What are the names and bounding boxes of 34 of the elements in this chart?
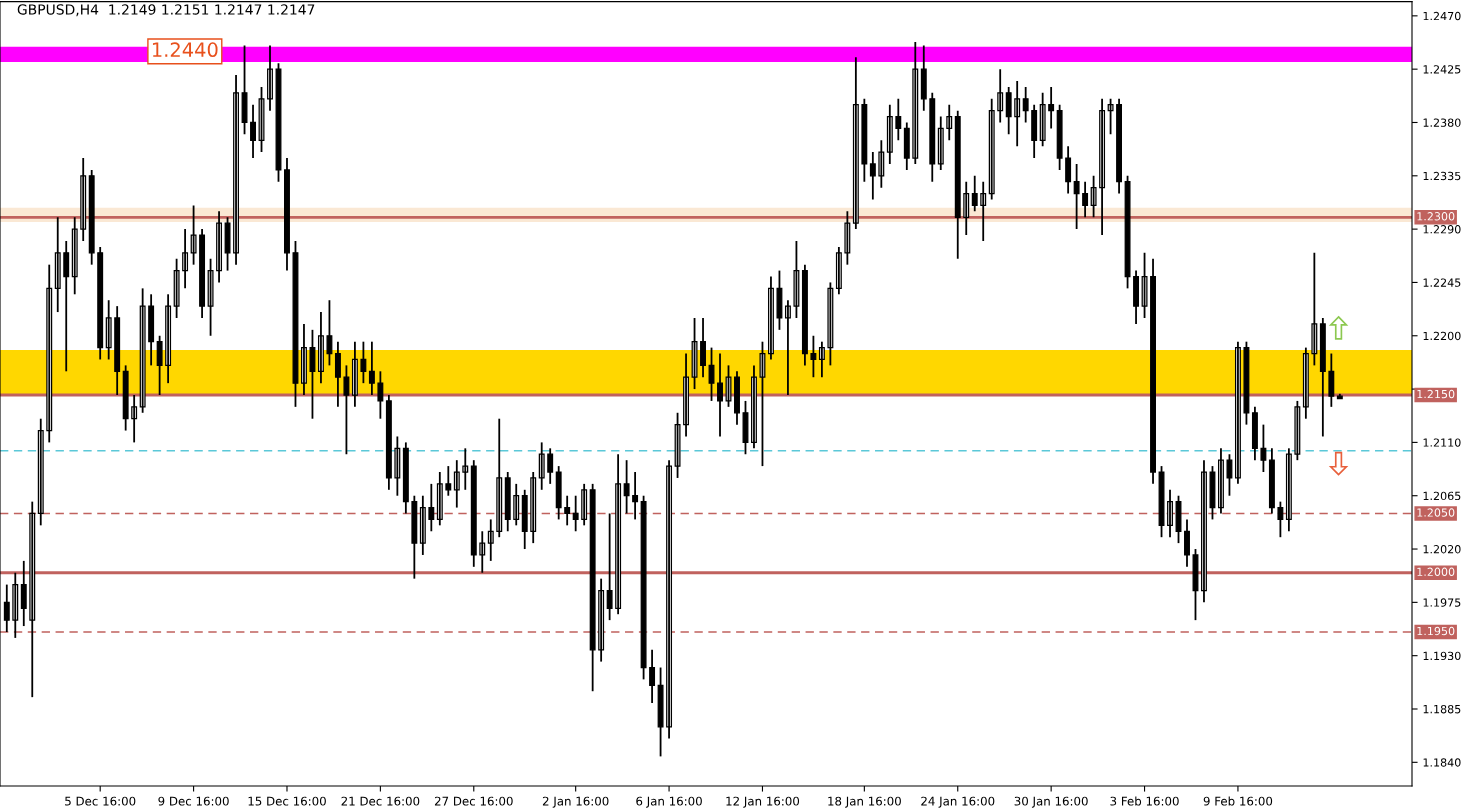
y-tick-label: 1.2335 [1423, 171, 1461, 181]
x-tick-label: 6 Jan 16:00 [636, 796, 702, 808]
x-tick-label: 30 Jan 16:00 [1014, 796, 1088, 808]
ref-line-label: 1.2000 [1417, 567, 1455, 576]
x-tick-label: 24 Jan 16:00 [921, 796, 995, 808]
y-tick-label: 1.1885 [1423, 704, 1461, 714]
x-tick-label: 3 Feb 16:00 [1110, 796, 1179, 806]
x-tick-label: 5 Dec 16:00 [65, 796, 136, 806]
x-tick-label: 27 Dec 16:00 [434, 796, 513, 806]
x-tick-label: 9 Dec 16:00 [158, 796, 229, 806]
y-tick-label: 1.2110 [1423, 438, 1461, 447]
x-tick-label: 2 Jan 16:00 [542, 796, 609, 808]
y-tick-label: 1.1840 [1423, 758, 1461, 767]
y-tick-label: 1.1930 [1423, 651, 1461, 661]
y-tick-label: 1.2470 [1423, 11, 1461, 21]
x-tick-label: 18 Jan 16:00 [828, 796, 901, 808]
x-tick-label: 15 Dec 16:00 [248, 796, 326, 806]
y-tick-label: 1.2290 [1423, 225, 1461, 234]
ref-line-label: 1.2150 [1417, 389, 1455, 399]
y-tick-label: 1.2020 [1423, 545, 1461, 554]
y-tick-label: 1.2200 [1423, 331, 1461, 341]
y-tick-label: 1.2425 [1423, 65, 1461, 74]
annotation: 1.2440 [152, 42, 218, 58]
ref-line-label: 1.2300 [1417, 212, 1455, 221]
x-tick-label: 9 Feb 16:00 [1203, 796, 1273, 806]
y-tick-label: 1.2065 [1423, 491, 1461, 501]
x-tick-label: 12 Jan 16:00 [726, 796, 800, 808]
chart-title: GBPUSD,H4 1.2149 1.2151 1.2147 1.2147 [17, 4, 315, 17]
y-tick-label: 1.1975 [1423, 598, 1461, 607]
ref-line-label: 1.2050 [1417, 508, 1455, 517]
ref-line-label: 1.1950 [1417, 626, 1455, 636]
y-tick-label: 1.2380 [1423, 118, 1461, 127]
x-tick-label: 21 Dec 16:00 [341, 796, 420, 806]
y-tick-label: 1.2245 [1423, 278, 1461, 287]
